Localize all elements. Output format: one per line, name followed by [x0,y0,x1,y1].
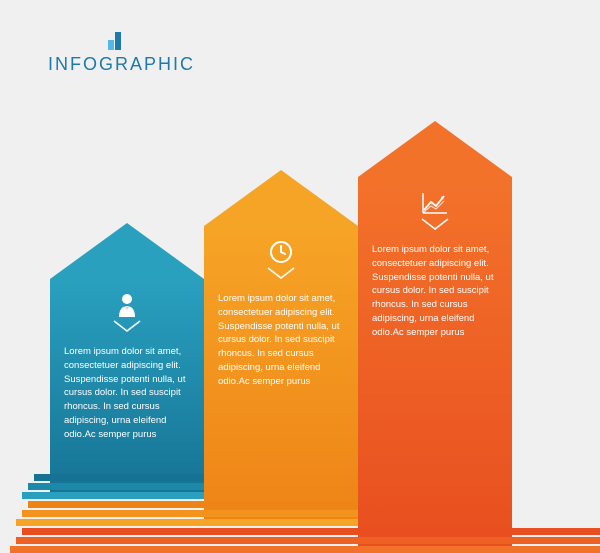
base-stripe [22,528,600,535]
base-stripe [16,537,600,544]
column-text: Lorem ipsum dolor sit amet, consectetuer… [218,292,344,388]
base-stripe [16,519,358,526]
arrow-head [358,121,512,177]
chevron-down-icon [112,319,142,338]
page-title: INFOGRAPHIC [48,54,195,75]
column-body: Lorem ipsum dolor sit amet, consectetuer… [358,177,512,553]
arrow-column-1: Lorem ipsum dolor sit amet, consectetuer… [204,170,358,526]
column-body: Lorem ipsum dolor sit amet, consectetuer… [50,279,204,499]
clock-icon [218,238,344,266]
base-stripe [22,492,204,499]
arrow-column-2: Lorem ipsum dolor sit amet, consectetuer… [358,121,512,553]
person-icon [64,291,190,319]
arrow-head [204,170,358,226]
chevron-down-icon [420,217,450,236]
column-text: Lorem ipsum dolor sit amet, consectetuer… [64,345,190,441]
growth-chart-icon [372,189,498,217]
base-stripe [28,483,204,490]
base-stripe [22,510,358,517]
column-body: Lorem ipsum dolor sit amet, consectetuer… [204,226,358,526]
base-stripe [28,501,358,508]
column-text: Lorem ipsum dolor sit amet, consectetuer… [372,243,498,339]
arrow-column-0: Lorem ipsum dolor sit amet, consectetuer… [50,223,204,499]
chevron-down-icon [266,266,296,285]
arrow-head [50,223,204,279]
header: INFOGRAPHIC [48,32,195,75]
bars-logo-icon [108,32,122,50]
base-stripe [10,546,600,553]
base-stripe [34,474,204,481]
